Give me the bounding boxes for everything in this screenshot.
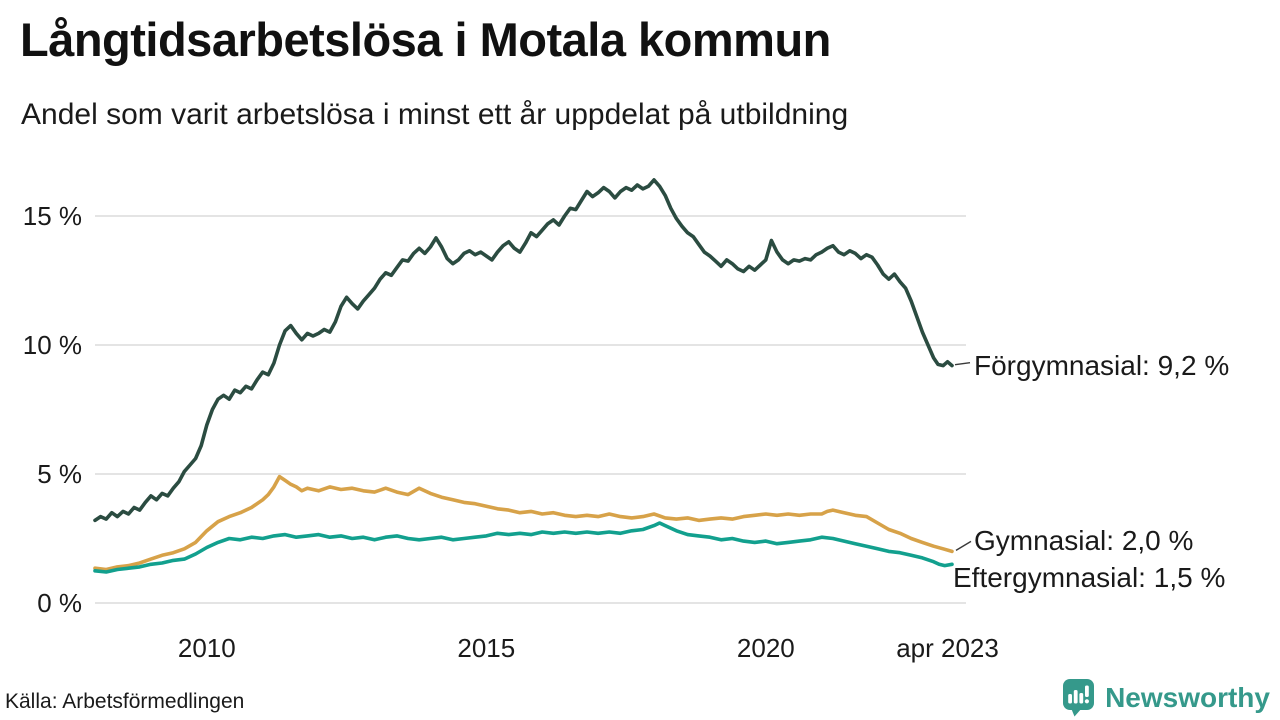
x-tick-label: 2010 [178,633,236,663]
y-tick-label: 0 % [37,588,82,618]
source-note: Källa: Arbetsförmedlingen [5,690,245,713]
series-line-gymnasial [93,474,954,572]
x-tick-label: apr 2023 [896,633,999,663]
x-tick-label: 2015 [457,633,515,663]
y-tick-label: 5 % [37,459,82,489]
y-tick-label: 15 % [23,201,82,231]
label-connector [955,540,972,552]
series-line-förgymnasial [93,178,954,523]
series-end-label-forgymnasial: Förgymnasial: 9,2 % [974,350,1230,381]
brand-logo: Newsworthy [1062,678,1270,717]
x-tick-label: 2020 [737,633,795,663]
series-line-eftergymnasial [93,521,954,574]
y-tick-label: 10 % [23,330,82,360]
series-end-label-gymnasial: Gymnasial: 2,0 % [974,525,1194,556]
series-end-label-eftergymnasial: Eftergymnasial: 1,5 % [953,562,1226,593]
newsworthy-icon [1063,679,1095,717]
page-subtitle: Andel som varit arbetslösa i minst ett å… [21,98,849,131]
brand-wordmark: Newsworthy [1105,681,1270,713]
label-connector [954,361,971,366]
page-title: Långtidsarbetslösa i Motala kommun [20,13,831,66]
